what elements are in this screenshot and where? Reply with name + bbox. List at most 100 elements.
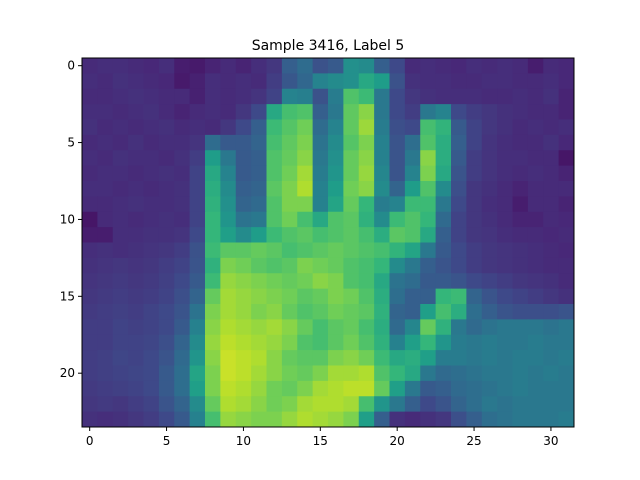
heatmap-cell: [389, 88, 406, 105]
heatmap-cell: [82, 196, 98, 213]
heatmap-cell: [497, 134, 513, 151]
heatmap-cell: [235, 227, 252, 243]
heatmap-cell: [297, 396, 314, 413]
heatmap-cell: [451, 119, 467, 136]
heatmap-cell: [128, 319, 144, 336]
heatmap-cell: [266, 119, 283, 136]
heatmap-cell: [220, 334, 237, 351]
heatmap-cell: [328, 242, 344, 259]
heatmap-cell: [189, 104, 206, 120]
heatmap-cell: [112, 411, 129, 428]
heatmap-cell: [404, 257, 421, 274]
heatmap-cell: [466, 181, 483, 197]
heatmap-cell: [128, 88, 144, 105]
heatmap-cell: [527, 227, 544, 243]
heatmap-cell: [404, 181, 421, 197]
heatmap-cell: [328, 273, 344, 290]
heatmap-cell: [420, 58, 437, 74]
heatmap-cell: [128, 411, 144, 428]
heatmap-cell: [328, 411, 344, 428]
heatmap-cell: [128, 288, 144, 305]
heatmap-cell: [143, 350, 160, 366]
heatmap-cell: [82, 165, 98, 182]
heatmap-cell: [189, 196, 206, 213]
heatmap-cell: [205, 396, 221, 413]
heatmap-cell: [143, 227, 160, 243]
heatmap-cell: [220, 396, 237, 413]
heatmap-cell: [512, 319, 529, 336]
heatmap-cell: [435, 334, 452, 351]
heatmap-cell: [512, 273, 529, 290]
heatmap-cell: [343, 88, 360, 105]
heatmap-cell: [158, 165, 175, 182]
heatmap-cell: [497, 211, 513, 228]
heatmap-cell: [112, 227, 129, 243]
heatmap-cell: [112, 88, 129, 105]
heatmap-cell: [235, 211, 252, 228]
heatmap-cell: [497, 304, 513, 320]
heatmap-cell: [497, 380, 513, 397]
heatmap-cell: [266, 350, 283, 366]
heatmap-cell: [143, 181, 160, 197]
heatmap-cell: [358, 181, 375, 197]
heatmap-cell: [205, 165, 221, 182]
heatmap-cell: [112, 181, 129, 197]
heatmap-cell: [205, 58, 221, 74]
heatmap-cell: [558, 88, 575, 105]
heatmap-cell: [205, 365, 221, 382]
heatmap-cell: [512, 88, 529, 105]
heatmap-cell: [174, 411, 191, 428]
heatmap-cell: [543, 165, 560, 182]
heatmap-cell: [128, 365, 144, 382]
heatmap-cell: [481, 211, 498, 228]
heatmap-cell: [82, 319, 98, 336]
heatmap-cell: [143, 304, 160, 320]
heatmap-cell: [112, 319, 129, 336]
heatmap-cell: [389, 104, 406, 120]
heatmap-cell: [420, 257, 437, 274]
heatmap-cell: [374, 58, 390, 74]
heatmap-cell: [328, 227, 344, 243]
heatmap-cell: [97, 150, 114, 167]
heatmap-cell: [266, 211, 283, 228]
heatmap-cell: [404, 319, 421, 336]
heatmap-cell: [374, 273, 390, 290]
heatmap-cell: [266, 396, 283, 413]
heatmap-cell: [281, 380, 298, 397]
heatmap-cell: [343, 350, 360, 366]
heatmap-cell: [97, 73, 114, 90]
heatmap-cell: [497, 242, 513, 259]
heatmap-cell: [205, 196, 221, 213]
heatmap-cell: [143, 396, 160, 413]
heatmap-cell: [328, 288, 344, 305]
heatmap-cell: [497, 73, 513, 90]
heatmap-cell: [374, 288, 390, 305]
heatmap-cell: [451, 380, 467, 397]
heatmap-cell: [328, 150, 344, 167]
heatmap-cell: [112, 134, 129, 151]
heatmap-cell: [497, 227, 513, 243]
heatmap-cell: [128, 304, 144, 320]
heatmap-cell: [281, 257, 298, 274]
heatmap-cell: [404, 134, 421, 151]
heatmap-cell: [435, 257, 452, 274]
heatmap-cell: [266, 165, 283, 182]
heatmap-cell: [435, 134, 452, 151]
heatmap-cell: [235, 150, 252, 167]
heatmap-cell: [266, 257, 283, 274]
heatmap-cell: [543, 88, 560, 105]
heatmap-cell: [343, 304, 360, 320]
heatmap-cell: [481, 58, 498, 74]
heatmap-cell: [143, 334, 160, 351]
heatmap-cell: [297, 104, 314, 120]
heatmap-cell: [328, 134, 344, 151]
heatmap-cell: [358, 396, 375, 413]
heatmap-cell: [328, 119, 344, 136]
heatmap-cell: [343, 119, 360, 136]
heatmap-cell: [158, 365, 175, 382]
heatmap-cell: [82, 350, 98, 366]
heatmap-cell: [158, 211, 175, 228]
heatmap-cell: [112, 257, 129, 274]
heatmap-cell: [82, 380, 98, 397]
heatmap-cell: [220, 411, 237, 428]
